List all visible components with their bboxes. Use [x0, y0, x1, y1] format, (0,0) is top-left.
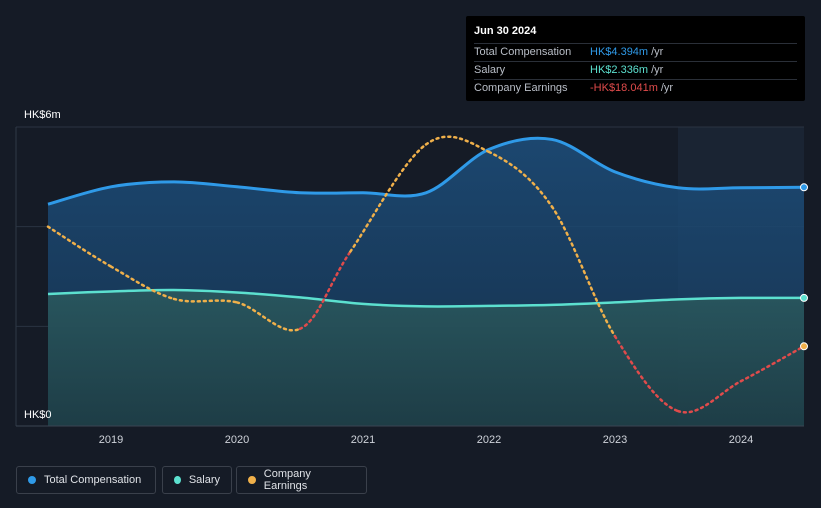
legend-dot-icon	[248, 476, 256, 484]
tooltip-unit: /yr	[660, 82, 674, 94]
legend-company-earnings[interactable]: Company Earnings	[236, 466, 367, 494]
tooltip-label: Total Compensation	[474, 46, 572, 58]
legend-dot-icon	[28, 476, 36, 484]
tooltip-label: Company Earnings	[474, 82, 568, 94]
tooltip-row-total-compensation: Total Compensation HK$4.394m /yr	[474, 44, 797, 62]
company-earnings-segment	[739, 345, 806, 383]
tooltip-unit: /yr	[651, 46, 664, 58]
company-earnings-segment	[46, 225, 113, 268]
tooltip-value: HK$2.336m	[590, 64, 649, 76]
x-tick-label: 2022	[477, 434, 501, 446]
company-earnings-segment	[349, 143, 428, 253]
company-earnings-endpoint	[800, 342, 808, 351]
company-earnings-segment	[550, 205, 617, 338]
x-tick-label: 2021	[351, 434, 375, 446]
company-earnings-segment	[424, 135, 491, 154]
salary-area	[48, 289, 804, 426]
company-earnings-segment	[676, 379, 743, 414]
tooltip-unit: /yr	[651, 64, 664, 76]
legend-salary[interactable]: Salary	[162, 466, 232, 494]
legend-dot-icon	[174, 476, 181, 484]
y-axis-top-label: HK$6m	[24, 109, 61, 121]
legend-label: Company Earnings	[263, 468, 311, 492]
tooltip-value: -HK$18.041m	[590, 82, 658, 94]
total-compensation-endpoint	[800, 183, 808, 192]
x-tick-label: 2020	[225, 434, 249, 446]
tooltip-row-salary: Salary HK$2.336m /yr	[474, 62, 797, 80]
company-earnings-segment	[613, 335, 680, 413]
salary-line	[47, 288, 805, 308]
legend-label: Salary	[188, 474, 220, 486]
company-earnings-segment	[109, 265, 176, 301]
company-earnings-line	[46, 135, 806, 414]
x-tick-label: 2019	[99, 434, 123, 446]
company-earnings-segment	[172, 297, 239, 304]
company-earnings-segment	[298, 250, 352, 331]
tooltip-date: Jun 30 2024	[474, 22, 797, 44]
tooltip-value: HK$4.394m	[590, 46, 649, 58]
company-earnings-segment	[235, 301, 302, 332]
legend-label: Total Compensation	[44, 474, 142, 486]
tooltip-panel: Jun 30 2024 Total Compensation HK$4.394m…	[466, 16, 805, 101]
legend-total-compensation[interactable]: Total Compensation	[16, 466, 156, 494]
total-compensation-line	[47, 136, 805, 206]
x-tick-label: 2023	[603, 434, 627, 446]
tooltip-label: Salary	[474, 64, 506, 76]
y-axis-bottom-label: HK$0	[24, 409, 52, 421]
company-earnings-segment	[487, 150, 554, 208]
x-tick-label: 2024	[729, 434, 753, 446]
tooltip-row-company-earnings: Company Earnings -HK$18.041m /yr	[474, 80, 797, 97]
salary-endpoint	[800, 293, 808, 302]
